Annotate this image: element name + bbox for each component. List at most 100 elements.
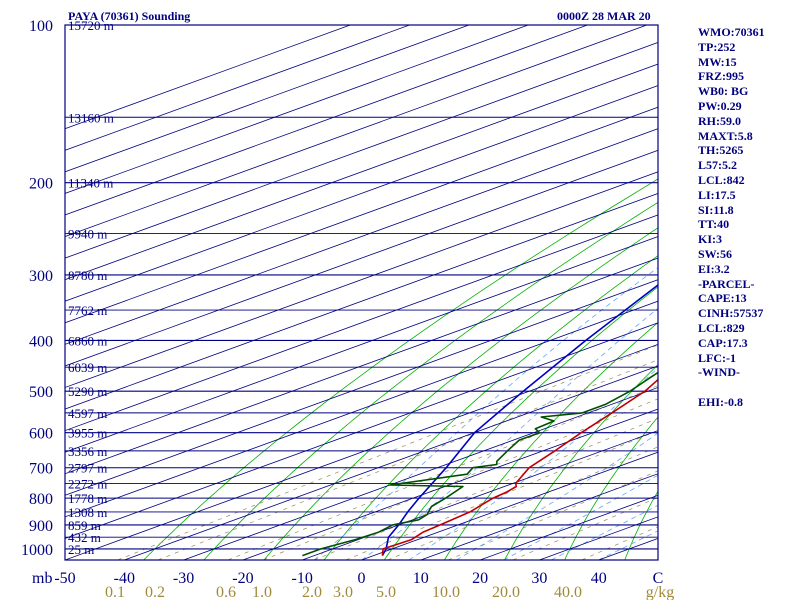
isotherm-line — [65, 25, 647, 237]
dewpoint-trace — [302, 371, 658, 557]
index-item: LI:17.5 — [698, 187, 736, 202]
dry-adiabat-line — [203, 201, 658, 560]
mixing-ratio-tick-label: 3.0 — [333, 584, 353, 600]
isotherm-line — [65, 25, 410, 151]
index-item: CAPE:13 — [698, 291, 747, 306]
isotherm-line — [65, 343, 658, 560]
index-item: SI:11.8 — [698, 202, 734, 217]
index-item: TP:252 — [698, 39, 736, 54]
height-label: 1778 m — [68, 491, 107, 506]
isotherm-line — [65, 106, 658, 324]
index-item: L57:5.2 — [698, 158, 737, 173]
moist-adiabat-line — [551, 504, 658, 560]
index-item: KI:3 — [698, 232, 722, 247]
height-label: 6039 m — [68, 360, 107, 375]
dry-adiabat-line — [263, 227, 658, 560]
height-label: 11340 m — [68, 176, 113, 191]
index-item: EI:3.2 — [698, 261, 730, 276]
isotherm-line — [65, 25, 588, 216]
index-item: RH:59.0 — [698, 113, 741, 128]
pressure-tick-label: 900 — [29, 518, 53, 535]
mixing-ratio-tick-label: g/kg — [646, 584, 674, 600]
index-item: CAP:17.3 — [698, 335, 748, 350]
height-label: 3356 m — [68, 444, 107, 459]
index-item: SW:56 — [698, 246, 733, 261]
temperature-tick-label: C — [653, 570, 664, 587]
height-label: 432 m — [68, 530, 101, 545]
plot-frame — [64, 24, 659, 561]
index-item: PW:0.29 — [698, 98, 742, 113]
mixing-ratio-line — [117, 344, 658, 560]
index-item: TT:40 — [698, 217, 730, 232]
pressure-tick-label: 1000 — [21, 542, 53, 559]
height-label: 25 m — [68, 542, 94, 557]
index-item: -PARCEL- — [698, 276, 755, 291]
isotherm-line — [65, 128, 658, 345]
index-item: LCL:842 — [698, 172, 745, 187]
mixing-ratio-tick-label: 40.0 — [554, 584, 582, 600]
temperature-tick-label: 30 — [531, 570, 547, 587]
index-item: MAXT:5.8 — [698, 128, 753, 143]
isotherm-line — [361, 451, 658, 560]
isotherm-line — [65, 300, 658, 518]
pressure-unit-label: mb — [32, 570, 52, 587]
mixing-ratio-line — [387, 446, 658, 560]
temperature-tick-label: -30 — [173, 570, 194, 587]
height-label: 2797 m — [68, 461, 107, 476]
temperature-tick-label: 0 — [358, 570, 366, 587]
pressure-tick-label: 800 — [29, 491, 53, 508]
mixing-ratio-tick-label: 1.0 — [252, 584, 272, 600]
index-item: TH:5265 — [698, 143, 744, 158]
mixing-ratio-line — [581, 526, 658, 560]
index-item: EHI:-0.8 — [698, 394, 743, 409]
height-label: 2272 m — [68, 476, 107, 491]
isotherm-line — [65, 25, 351, 130]
pressure-tick-label: 500 — [29, 384, 53, 401]
index-item: WB0: BG — [698, 84, 749, 99]
height-label: 6860 m — [68, 333, 107, 348]
isotherm-line — [65, 25, 529, 194]
mixing-ratio-tick-label: 0.1 — [105, 584, 125, 600]
isotherm-line — [65, 322, 658, 539]
mixing-ratio-tick-label: 5.0 — [376, 584, 396, 600]
temperature-tick-label: 40 — [591, 570, 607, 587]
parcel-trace — [381, 283, 658, 556]
index-item: WMO:70361 — [698, 25, 765, 39]
mixing-ratio-tick-label: 10.0 — [432, 584, 460, 600]
observation-time: 0000Z 28 MAR 20 — [557, 9, 651, 23]
index-item: MW:15 — [698, 54, 737, 69]
isotherm-line — [65, 171, 658, 388]
pressure-tick-label: 100 — [29, 18, 53, 35]
height-label: 4597 m — [68, 406, 107, 421]
isotherm-line — [65, 85, 658, 302]
height-label: 7762 m — [68, 303, 107, 318]
dry-adiabat-line — [143, 178, 658, 560]
isotherm-line — [65, 236, 658, 453]
height-label: 859 m — [68, 518, 101, 533]
isotherm-line — [242, 408, 658, 560]
pressure-tick-label: 200 — [29, 176, 53, 193]
index-item: LCL:829 — [698, 320, 745, 335]
isotherm-line — [65, 192, 658, 410]
temperature-tick-label: -20 — [232, 570, 253, 587]
height-label: 3955 m — [68, 426, 107, 441]
height-label: 5290 m — [68, 384, 107, 399]
isotherm-line — [65, 279, 658, 496]
pressure-tick-label: 600 — [29, 426, 53, 443]
pressure-tick-label: 300 — [29, 268, 53, 285]
height-label: 13160 m — [68, 110, 114, 125]
dry-adiabat-line — [444, 322, 658, 560]
isotherm-line — [65, 63, 658, 281]
isotherm-line — [65, 42, 658, 259]
dry-adiabat-line — [564, 416, 658, 560]
height-label: 9940 m — [68, 226, 107, 241]
moist-adiabat-line — [361, 307, 658, 560]
mixing-ratio-tick-label: 20.0 — [492, 584, 520, 600]
height-label: 1308 m — [68, 505, 107, 520]
isotherm-line — [65, 257, 658, 475]
index-item: CINH:57537 — [698, 306, 764, 321]
temperature-tick-label: -50 — [54, 570, 75, 587]
isotherm-line — [65, 214, 658, 432]
